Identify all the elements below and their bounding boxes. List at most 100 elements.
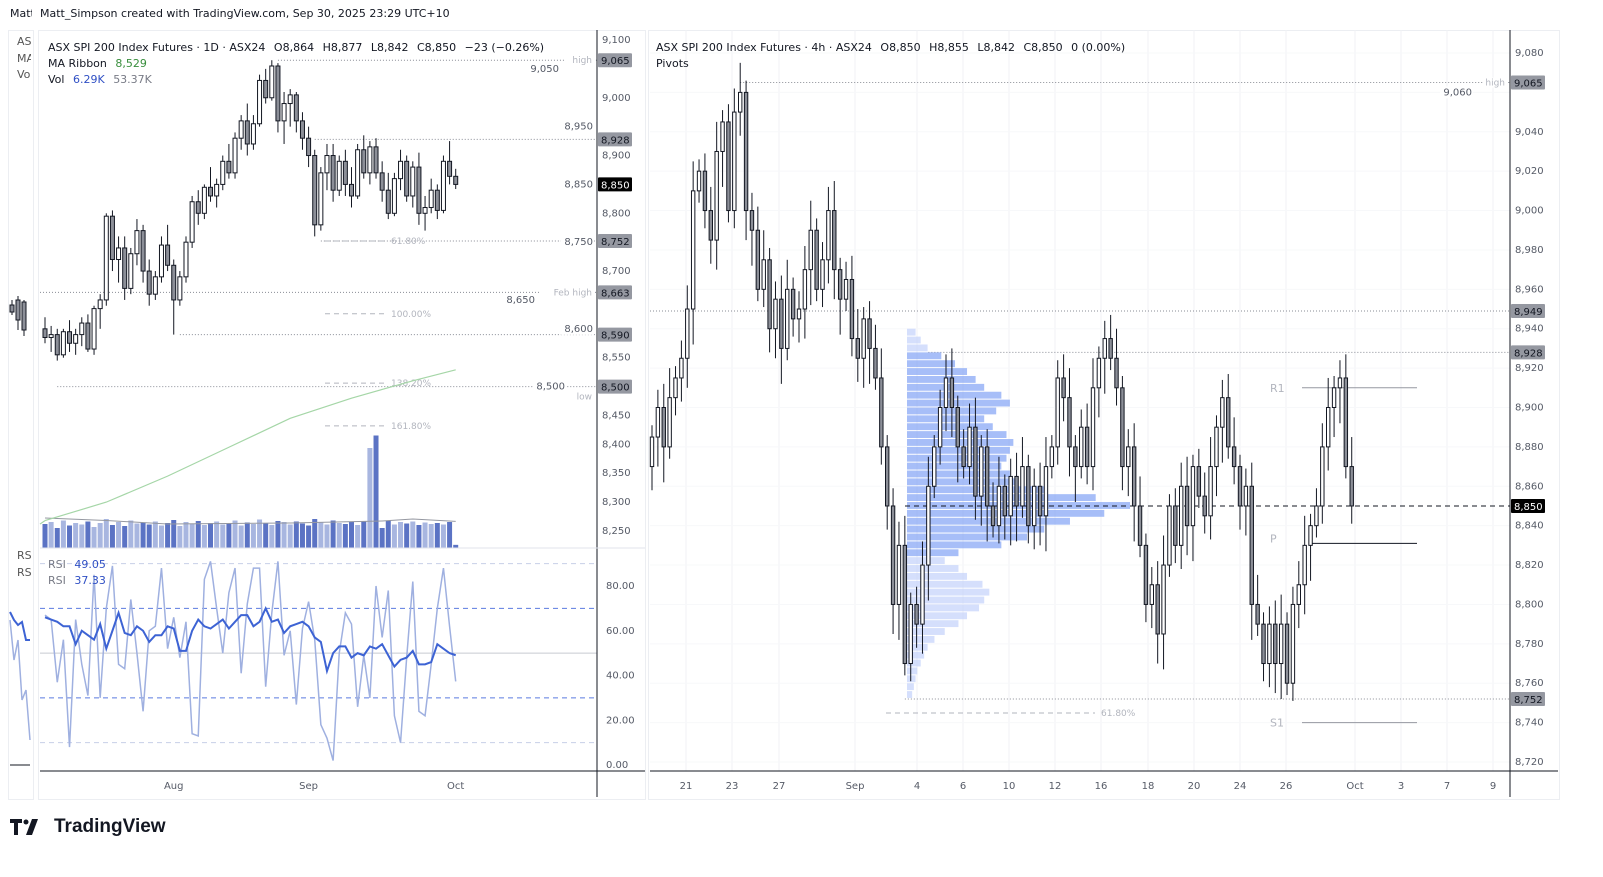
daily-candle-body <box>152 276 158 295</box>
pivots-row[interactable]: Pivots <box>656 56 1130 72</box>
volume-bar <box>422 522 428 548</box>
volume-profile-row <box>907 494 1096 502</box>
intraday-candle-body <box>726 121 731 212</box>
intraday-candle-body <box>1208 466 1213 517</box>
volume-bar <box>140 522 146 548</box>
volume-profile-row <box>907 360 956 368</box>
volume-profile-row <box>907 588 990 596</box>
symbol-title[interactable]: ASX SPI 200 Index Futures · 4h · ASX24 <box>656 41 872 54</box>
volume-bar <box>293 521 299 548</box>
volume-row[interactable]: Vol 6.29K 53.37K <box>48 72 549 88</box>
tradingview-logo[interactable]: TradingView <box>10 816 166 838</box>
intraday-candle-body <box>1190 466 1196 527</box>
daily-candle-body <box>183 241 189 278</box>
time-tick-label: 12 <box>1049 781 1062 792</box>
time-tick-label: Oct <box>447 781 464 792</box>
volume-bar <box>73 523 79 548</box>
price-tag-label: 8,663 <box>601 288 630 299</box>
daily-candle-body <box>385 189 391 214</box>
intraday-candle-body <box>1114 357 1119 389</box>
intraday-candle-body <box>873 347 878 379</box>
daily-candle-body <box>434 189 440 211</box>
time-tick-label: Oct <box>1346 781 1363 792</box>
volume-bar <box>250 524 256 548</box>
daily-candle-body <box>103 215 109 301</box>
volume-profile-row <box>907 643 928 651</box>
intraday-candle-body <box>1243 485 1249 507</box>
intraday-candle-body <box>826 210 831 261</box>
price-tag-label: 8,850 <box>601 180 630 191</box>
intraday-candle-body <box>749 210 755 231</box>
time-tick-label: Sep <box>299 781 318 792</box>
rsi-tick-label: 0.00 <box>606 760 628 771</box>
strip-label: RS <box>17 549 31 562</box>
daily-candle-body <box>146 270 152 295</box>
price-tick-label: 8,650 <box>506 295 535 306</box>
volume-profile-row <box>907 423 993 431</box>
symbol-title[interactable]: ASX SPI 200 Index Futures · 1D · ASX24 <box>48 41 266 54</box>
price-tick-label: 8,800 <box>602 208 631 219</box>
strip-title: Matt <box>10 7 32 20</box>
rsi-legend: RSI 49.05 RSI 37.33 <box>48 557 111 589</box>
candles <box>9 60 1354 701</box>
daily-candle-body <box>330 155 336 191</box>
intraday-candle-body <box>1002 485 1007 517</box>
daily-candle-body <box>410 166 416 197</box>
pivots-label: Pivots <box>656 57 689 70</box>
volume-profile-row <box>907 399 1010 407</box>
volume-profile-row <box>907 344 928 352</box>
price-tick-label: 8,920 <box>1515 363 1544 374</box>
strip-label: AS <box>17 35 31 48</box>
volume-profile-row <box>907 525 1045 533</box>
intraday-candle-body <box>732 111 737 212</box>
ohlc-open: O8,850 <box>880 41 921 54</box>
intraday-chart-pane[interactable] <box>648 30 1560 800</box>
volume-profile-row <box>907 517 1070 525</box>
intraday-candle-body <box>702 170 708 212</box>
pivot-label: P <box>1270 532 1277 545</box>
intraday-candle-body <box>1073 446 1078 468</box>
intraday-candle-body <box>984 446 990 507</box>
volume-bar <box>379 528 385 548</box>
strip-candle-body <box>21 301 27 331</box>
ohlc-high: H8,855 <box>929 41 969 54</box>
volume-bar <box>453 544 459 548</box>
daily-candle-body <box>263 79 269 99</box>
daily-candle-body <box>416 166 422 214</box>
price-tick-label: 8,700 <box>602 266 631 277</box>
daily-candle-body <box>324 155 330 174</box>
price-tick-label: 8,600 <box>564 324 593 335</box>
intraday-candle-body <box>902 544 908 665</box>
intraday-candle-body <box>1043 466 1049 517</box>
daily-candle-body <box>171 264 177 301</box>
price-tag <box>598 234 632 249</box>
intraday-candle-body <box>1026 466 1031 527</box>
intraday-candle-body <box>885 446 890 507</box>
rsi-fast-line <box>44 561 457 761</box>
intraday-candle-body <box>920 564 925 625</box>
intraday-candle-body <box>1273 623 1278 665</box>
intraday-candle-body <box>1008 475 1013 517</box>
rsi-row-1[interactable]: RSI 49.05 <box>48 557 111 573</box>
volume-bar <box>226 523 232 548</box>
price-tags: 9,065 8,928 8,850 8,752 8,663 8,590 8,500 9,065… <box>598 53 1545 706</box>
daily-candle-body <box>122 247 128 289</box>
volume-bar <box>318 522 324 548</box>
intraday-candle-body <box>855 338 860 359</box>
rsi-row-2[interactable]: RSI 37.33 <box>48 573 111 589</box>
intraday-candle-body <box>1049 446 1055 468</box>
rsi-pane <box>9 561 597 766</box>
daily-candle-body <box>306 137 312 157</box>
fib-label: 61.80% <box>391 237 426 247</box>
time-tick-label: 9 <box>1490 781 1496 792</box>
intraday-candle-body <box>1331 387 1337 408</box>
price-tick-label-bg <box>561 120 594 133</box>
price-tick-label-bg <box>561 322 594 335</box>
ma-ribbon-row[interactable]: MA Ribbon 8,529 <box>48 56 549 72</box>
axes: 9,100 9,050 9,000 8,950 8,900 8,850 8,800 8,750… <box>40 30 1558 797</box>
ma-ribbon-line <box>44 369 456 522</box>
volume-bar <box>416 525 422 548</box>
daily-candle-body <box>250 123 256 145</box>
intraday-candle-body <box>1126 446 1131 468</box>
volume-profile-row <box>907 667 918 675</box>
